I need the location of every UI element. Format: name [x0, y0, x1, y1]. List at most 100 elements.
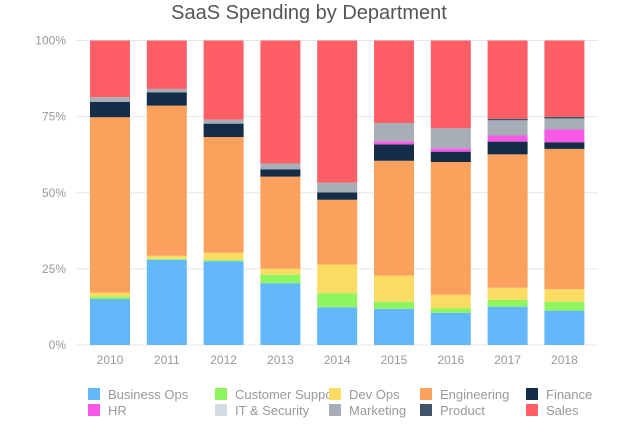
- bar-segment-dev-ops[interactable]: [260, 268, 301, 275]
- bar-segment-finance[interactable]: [317, 192, 358, 200]
- legend-swatch: [420, 388, 432, 400]
- bar-segment-sales[interactable]: [146, 40, 187, 89]
- bar-segment-sales[interactable]: [317, 40, 358, 183]
- bar-segment-marketing[interactable]: [260, 163, 301, 170]
- bar-segment-business-ops[interactable]: [374, 308, 414, 345]
- bar-segment-dev-ops[interactable]: [317, 264, 358, 294]
- bar-segment-engineering[interactable]: [260, 176, 301, 269]
- legend-item[interactable]: Business Ops: [88, 386, 188, 402]
- bar-segment-marketing[interactable]: [146, 88, 187, 93]
- legend-item[interactable]: IT & Security: [215, 402, 309, 418]
- legend-item[interactable]: Product: [420, 402, 485, 418]
- legend-item[interactable]: Customer Support: [215, 386, 341, 402]
- bar-segment-hr[interactable]: [487, 135, 528, 142]
- legend-label: Marketing: [349, 402, 407, 418]
- y-axis-ticks: 0% 25% 50% 75% 100%: [35, 34, 66, 353]
- bar-segment-finance[interactable]: [374, 144, 414, 161]
- bar-segment-marketing[interactable]: [317, 182, 358, 193]
- bar-segment-customer-support[interactable]: [90, 296, 130, 300]
- bar-segment-hr[interactable]: [544, 129, 585, 143]
- bar-segment-marketing[interactable]: [90, 97, 130, 103]
- legend-item[interactable]: Dev Ops: [329, 386, 400, 402]
- bar-stack-2016: [430, 40, 471, 345]
- x-tick-label: 2010: [97, 353, 124, 367]
- bar-stack-2012: [203, 40, 244, 345]
- bar-segment-marketing[interactable]: [203, 119, 244, 124]
- legend-swatch: [526, 404, 538, 416]
- bar-segment-sales[interactable]: [90, 40, 130, 98]
- bar-segment-sales[interactable]: [374, 40, 414, 124]
- bar-segment-finance[interactable]: [487, 141, 528, 155]
- bar-segment-business-ops[interactable]: [544, 310, 585, 345]
- bar-segment-engineering[interactable]: [374, 160, 414, 276]
- bar-segment-customer-support[interactable]: [430, 308, 471, 313]
- bar-segment-hr[interactable]: [430, 148, 471, 152]
- bar-segment-sales[interactable]: [544, 40, 585, 117]
- bar-segment-dev-ops[interactable]: [374, 275, 414, 302]
- bar-segment-dev-ops[interactable]: [430, 294, 471, 309]
- legend-label: Finance: [546, 386, 593, 402]
- bar-segment-engineering[interactable]: [203, 137, 244, 253]
- legend-swatch: [88, 404, 100, 416]
- bar-segment-hr[interactable]: [374, 141, 414, 145]
- legend-item[interactable]: Marketing: [329, 402, 406, 418]
- bar-segment-product[interactable]: [487, 118, 528, 121]
- legend-label: Customer Support: [235, 386, 341, 402]
- bar-segment-dev-ops[interactable]: [90, 292, 130, 297]
- legend-label: Business Ops: [108, 386, 189, 402]
- bar-segment-business-ops[interactable]: [146, 259, 187, 345]
- legend-item[interactable]: Sales: [526, 402, 579, 418]
- bar-segment-dev-ops[interactable]: [487, 287, 528, 300]
- bar-segment-engineering[interactable]: [430, 161, 471, 295]
- bar-segment-dev-ops[interactable]: [146, 255, 187, 259]
- bar-segment-business-ops[interactable]: [317, 307, 358, 345]
- bar-segment-engineering[interactable]: [90, 117, 130, 293]
- legend-item[interactable]: Engineering: [420, 386, 509, 402]
- bar-segment-finance[interactable]: [203, 123, 244, 138]
- chart-title: SaaS Spending by Department: [171, 2, 447, 24]
- bar-segment-product[interactable]: [544, 116, 585, 119]
- bar-segment-finance[interactable]: [90, 102, 130, 118]
- legend-label: Dev Ops: [349, 386, 400, 402]
- bar-stack-2013: [260, 40, 301, 345]
- bar-segment-customer-support[interactable]: [544, 301, 585, 311]
- bar-segment-sales[interactable]: [260, 40, 301, 164]
- bar-segment-engineering[interactable]: [146, 105, 187, 256]
- bar-segment-customer-support[interactable]: [203, 259, 244, 262]
- bar-segment-business-ops[interactable]: [260, 283, 301, 345]
- bar-segment-finance[interactable]: [544, 142, 585, 149]
- bar-segment-sales[interactable]: [430, 40, 471, 129]
- bar-segment-customer-support[interactable]: [260, 274, 301, 284]
- legend-swatch: [88, 388, 100, 400]
- bar-segment-marketing[interactable]: [544, 118, 585, 130]
- bar-segment-customer-support[interactable]: [374, 301, 414, 309]
- bar-segment-business-ops[interactable]: [487, 306, 528, 345]
- x-tick-label: 2014: [324, 353, 351, 367]
- legend-label: Sales: [546, 402, 579, 418]
- legend-item[interactable]: HR: [88, 402, 127, 418]
- bar-segment-engineering[interactable]: [487, 154, 528, 288]
- bar-segment-business-ops[interactable]: [203, 261, 244, 345]
- bar-segment-finance[interactable]: [260, 169, 301, 177]
- y-tick-label: 75%: [42, 110, 66, 124]
- bar-segment-finance[interactable]: [430, 151, 471, 162]
- bar-segment-engineering[interactable]: [544, 148, 585, 290]
- bar-segment-sales[interactable]: [203, 40, 244, 120]
- bar-segment-engineering[interactable]: [317, 199, 358, 265]
- x-tick-label: 2018: [551, 353, 578, 367]
- bar-segment-dev-ops[interactable]: [544, 289, 585, 302]
- bar-segment-customer-support[interactable]: [146, 258, 187, 260]
- bar-segment-customer-support[interactable]: [317, 293, 358, 308]
- bar-segment-marketing[interactable]: [430, 128, 471, 149]
- legend-item[interactable]: Finance: [526, 386, 592, 402]
- bar-segment-customer-support[interactable]: [487, 299, 528, 307]
- bar-segment-business-ops[interactable]: [430, 312, 471, 345]
- bar-segment-business-ops[interactable]: [90, 299, 130, 345]
- bar-segment-marketing[interactable]: [374, 123, 414, 142]
- bar-segment-dev-ops[interactable]: [203, 252, 244, 260]
- legend-swatch: [215, 404, 227, 416]
- bar-segment-marketing[interactable]: [487, 120, 528, 136]
- bar-segment-finance[interactable]: [146, 92, 187, 106]
- bar-segment-sales[interactable]: [487, 40, 528, 119]
- x-tick-label: 2017: [494, 353, 521, 367]
